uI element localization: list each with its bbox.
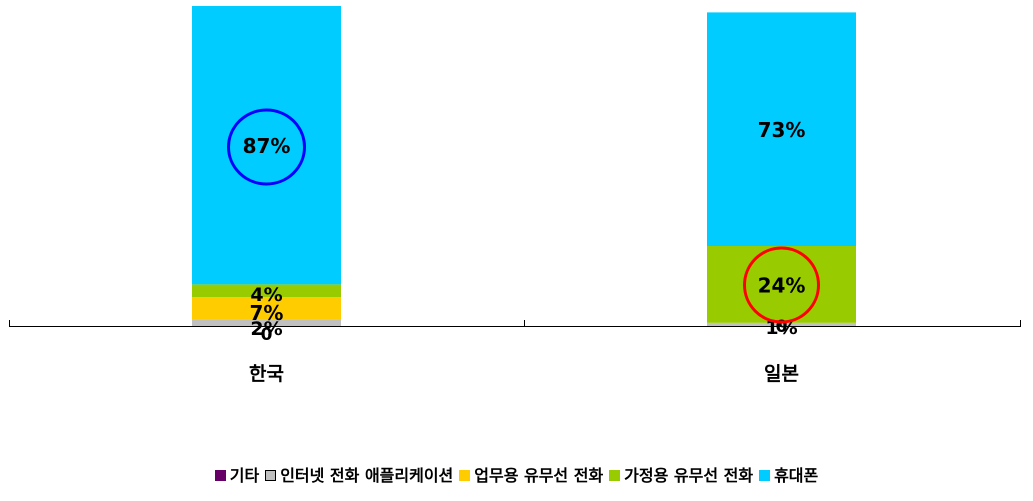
legend-label: 기타 bbox=[230, 466, 259, 485]
bars-layer bbox=[192, 6, 856, 326]
legend-item-series-3: 가정용 유무선 전화 bbox=[609, 462, 753, 486]
stacked-bar-chart: 02%7%4%87%1%024%73% 한국 일본 bbox=[0, 0, 1033, 455]
legend-swatch bbox=[759, 470, 770, 481]
legend-item-series-2: 업무용 유무선 전화 bbox=[459, 462, 603, 486]
legend-item-series-0: 기타 bbox=[215, 462, 259, 486]
legend-swatch bbox=[609, 470, 620, 481]
legend-label: 업무용 유무선 전화 bbox=[474, 466, 603, 485]
category-label-korea: 한국 bbox=[249, 363, 284, 385]
legend-item-series-4: 휴대폰 bbox=[759, 462, 818, 486]
legend-swatch bbox=[265, 470, 276, 481]
category-label-japan: 일본 bbox=[764, 363, 799, 385]
legend: 기타 인터넷 전화 애플리케이션 업무용 유무선 전화 가정용 유무선 전화 휴대폰 bbox=[0, 462, 1033, 486]
data-label-japan-series-2: 0 bbox=[776, 317, 788, 337]
legend-label: 인터넷 전화 애플리케이션 bbox=[280, 466, 453, 485]
data-label-japan-series-3: 24% bbox=[758, 273, 806, 297]
legend-item-series-1: 인터넷 전화 애플리케이션 bbox=[265, 462, 453, 486]
data-label-japan-series-4: 73% bbox=[758, 118, 806, 142]
legend-label: 휴대폰 bbox=[774, 466, 818, 485]
legend-label: 가정용 유무선 전화 bbox=[624, 466, 753, 485]
legend-swatch bbox=[215, 470, 226, 481]
legend-swatch bbox=[459, 470, 470, 481]
data-label-korea-series-3: 4% bbox=[250, 284, 282, 306]
data-label-korea-series-4: 87% bbox=[243, 134, 291, 158]
category-labels-layer: 한국 일본 bbox=[249, 363, 799, 385]
